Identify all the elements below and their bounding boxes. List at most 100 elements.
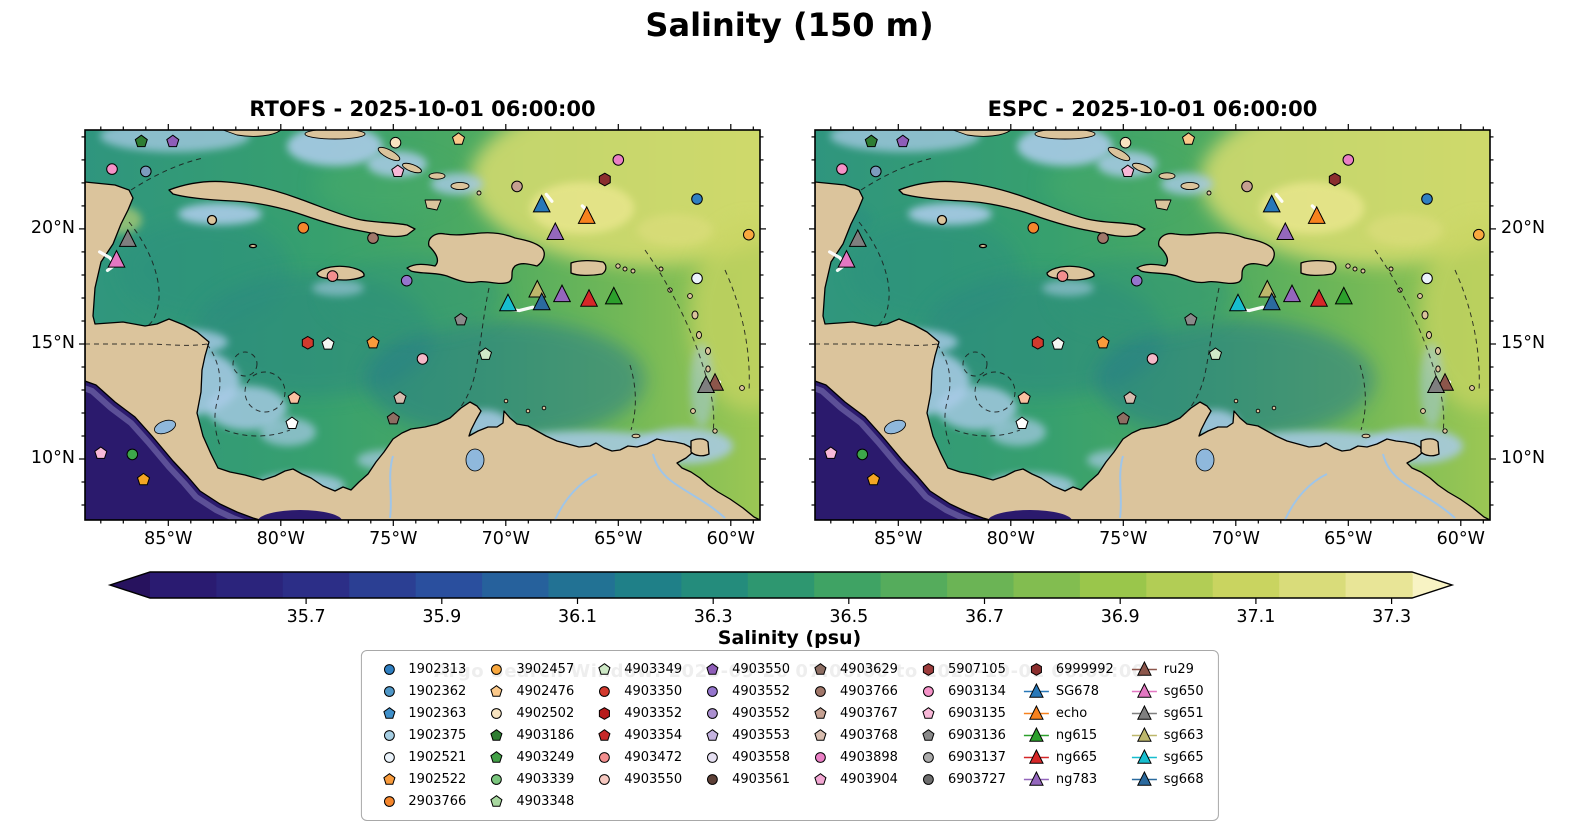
legend-marker-circle-icon: [707, 774, 719, 785]
legend-entry: 4903767: [807, 703, 898, 724]
legend-label: 4903552: [732, 706, 791, 721]
lon-tick-label: 60°W: [706, 529, 755, 549]
legend-label: 1902522: [408, 772, 467, 787]
lat-tick-label: 15°N: [30, 332, 75, 353]
legend-marker-circle-icon: [707, 686, 719, 697]
platform-marker: [321, 337, 335, 350]
lat-tick-label: 10°N: [30, 448, 75, 469]
legend-marker-triangle-icon: [1131, 727, 1157, 742]
platform-marker: [301, 335, 314, 350]
legend-column: 5907105 6903134 6903135 6903136 6903137 69037…: [915, 659, 1006, 812]
platform-marker: [1309, 288, 1329, 307]
legend-marker-circle-icon: [383, 664, 395, 675]
legend-marker-circle-icon: [923, 774, 934, 785]
legend-entry: 4903552: [699, 703, 790, 724]
legend-entry: sg665: [1131, 747, 1204, 768]
legend-label: sg651: [1163, 706, 1204, 721]
legend-column: 3902457 4902476 4902502 4903186 4903249 49033…: [483, 659, 574, 812]
svg-text:36.9: 36.9: [1101, 607, 1140, 627]
legend-label: 6903135: [947, 706, 1006, 721]
platform-marker: [511, 180, 523, 193]
legend-label: 1902313: [408, 662, 467, 677]
legend-label: SG678: [1055, 684, 1099, 699]
legend-entry: 1902522: [375, 769, 466, 790]
map-svg: [79, 124, 766, 526]
legend-label: 2903766: [408, 794, 467, 809]
legend-entry: ng615: [1023, 725, 1114, 746]
lon-tick-label: 65°W: [594, 529, 643, 549]
legend-label: 1902521: [408, 750, 467, 765]
legend-label: sg663: [1163, 728, 1204, 743]
legend-entry: ng665: [1023, 747, 1114, 768]
legend-label: 4903904: [840, 772, 898, 787]
legend-marker-pentagon-icon: [814, 663, 827, 675]
legend-marker-circle-icon: [923, 752, 934, 763]
lat-tick-label: 10°N: [1501, 448, 1546, 469]
legend-entry: 4902476: [483, 681, 574, 702]
platform-marker: [837, 249, 856, 268]
legend-marker-circle-icon: [599, 774, 611, 785]
lon-tick-label: 70°W: [1211, 529, 1260, 549]
legend-label: 4903349: [624, 662, 683, 677]
legend-marker-triangle-icon: [1131, 749, 1157, 764]
platform-marker: [1119, 136, 1132, 149]
legend-column: 4903550 4903552 4903552 4903553 4903558 49035…: [699, 659, 790, 812]
river: [554, 473, 598, 520]
lake-maracaibo: [1195, 448, 1215, 472]
island-puerto-rico: [570, 259, 607, 277]
island-juventud: [206, 214, 218, 226]
legend-label: 6903134: [947, 684, 1006, 699]
lake-nicaragua: [884, 419, 906, 435]
platform-marker: [478, 347, 493, 360]
lat-tick-label: 20°N: [1501, 217, 1546, 238]
legend-label: 4902502: [516, 706, 575, 721]
legend-marker-pentagon-icon: [382, 773, 396, 785]
subplot-title-rtofs: RTOFS - 2025-10-01 06:00:00: [249, 97, 596, 121]
platform-marker: [118, 228, 137, 247]
legend-marker-circle-icon: [383, 686, 395, 697]
platform-marker: [134, 134, 148, 148]
lon-tick-label: 80°W: [986, 529, 1035, 549]
map-rtofs: [79, 124, 766, 526]
maritime-boundaries: [815, 157, 1480, 449]
platform-marker: [1181, 132, 1196, 145]
river: [389, 455, 394, 519]
glider-track: [544, 192, 554, 203]
legend-label: 6903727: [947, 772, 1006, 787]
legend-marker-pentagon-icon: [382, 707, 396, 719]
platform-marker: [166, 134, 180, 148]
platform-marker: [604, 286, 623, 305]
legend-marker-pentagon-icon: [490, 685, 503, 697]
legend-entry: 6903727: [915, 769, 1006, 790]
svg-text:36.1: 36.1: [558, 607, 597, 627]
legend-marker-pentagon-icon: [490, 795, 503, 807]
lon-tick-label: 75°W: [369, 529, 418, 549]
legend-label: 4903550: [732, 662, 791, 677]
legend-entry: sg668: [1131, 769, 1204, 790]
platform-marker: [1123, 391, 1137, 404]
gulf-of-panama-dark: [988, 510, 1072, 520]
platform-marker: [367, 232, 379, 244]
platform-marker: [454, 312, 468, 326]
legend-marker-triangle-icon: [1023, 749, 1049, 764]
bahamas: [222, 130, 482, 211]
platform-marker: [691, 272, 703, 285]
legend-label: 3902457: [516, 662, 575, 677]
legend-entry: 6999992: [1023, 659, 1114, 680]
legend-entry: 2903766: [375, 791, 466, 812]
legend-entry: 1902362: [375, 681, 466, 702]
platform-marker: [297, 222, 310, 234]
svg-text:35.7: 35.7: [287, 607, 326, 627]
legend-entry: 4903898: [807, 747, 898, 768]
legend-label: 4903767: [840, 706, 898, 721]
legend-marker-hexagon-icon: [599, 707, 611, 720]
legend-marker-triangle-icon: [1023, 705, 1049, 720]
map-markers-layer: [824, 132, 1485, 486]
map-frame: [84, 129, 761, 521]
island-trinidad: [690, 438, 710, 457]
platform-marker: [389, 136, 402, 149]
platform-marker: [1276, 221, 1295, 241]
platform-marker: [856, 448, 869, 461]
lake-nicaragua: [154, 419, 176, 435]
